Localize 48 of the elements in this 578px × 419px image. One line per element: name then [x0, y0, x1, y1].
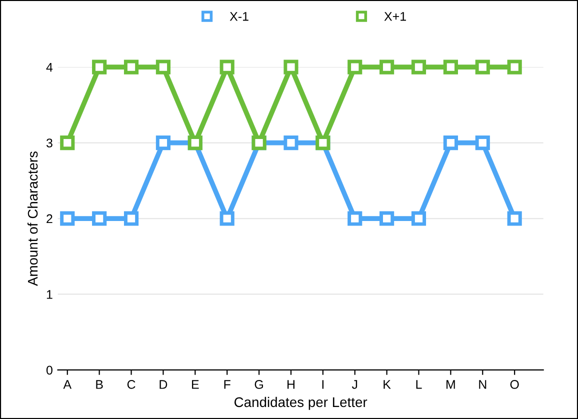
legend-label: X+1 — [384, 12, 406, 21]
y-tick-label: 2 — [46, 214, 52, 224]
point — [220, 60, 234, 74]
point — [348, 211, 362, 226]
point — [348, 60, 362, 74]
x-tick-label: F — [224, 380, 230, 389]
point — [411, 211, 426, 226]
x-tick-label: I — [322, 380, 324, 389]
point — [124, 60, 139, 74]
x-tick-label: G — [254, 380, 263, 389]
point — [380, 211, 394, 226]
x-tick-label: J — [352, 380, 358, 389]
point — [475, 60, 490, 74]
y-axis-title: Amount of Characters — [27, 151, 38, 286]
x-tick-label: H — [287, 380, 294, 389]
point — [220, 211, 234, 226]
x-tick-label: C — [127, 380, 136, 389]
point — [380, 60, 394, 74]
point — [507, 211, 522, 226]
point — [507, 60, 522, 74]
point — [443, 135, 458, 150]
y-tick-label: 4 — [46, 62, 53, 72]
point — [443, 60, 458, 74]
point — [60, 135, 75, 150]
legend-label: X-1 — [230, 12, 248, 21]
point — [92, 60, 107, 74]
point — [411, 60, 426, 74]
point — [60, 211, 75, 226]
x-tick-label: K — [384, 380, 391, 389]
x-axis-title: Candidates per Letter — [234, 396, 368, 410]
point — [124, 211, 139, 226]
point — [475, 135, 490, 150]
point — [156, 135, 170, 150]
y-tick-label: 1 — [46, 290, 52, 299]
point — [284, 135, 298, 150]
x-tick-label: A — [63, 380, 72, 389]
y-tick-label: 3 — [46, 138, 52, 148]
x-tick-label: B — [96, 380, 103, 389]
x-tick-label: L — [416, 380, 422, 389]
point — [92, 211, 107, 226]
x-tick-label: E — [192, 380, 199, 389]
point — [284, 60, 298, 74]
point — [156, 60, 170, 74]
x-tick-label: D — [160, 380, 168, 389]
x-tick-label: N — [479, 380, 486, 389]
x-tick-label: O — [510, 380, 519, 389]
x-tick-label: M — [446, 380, 455, 389]
y-tick-label: 0 — [46, 366, 52, 375]
